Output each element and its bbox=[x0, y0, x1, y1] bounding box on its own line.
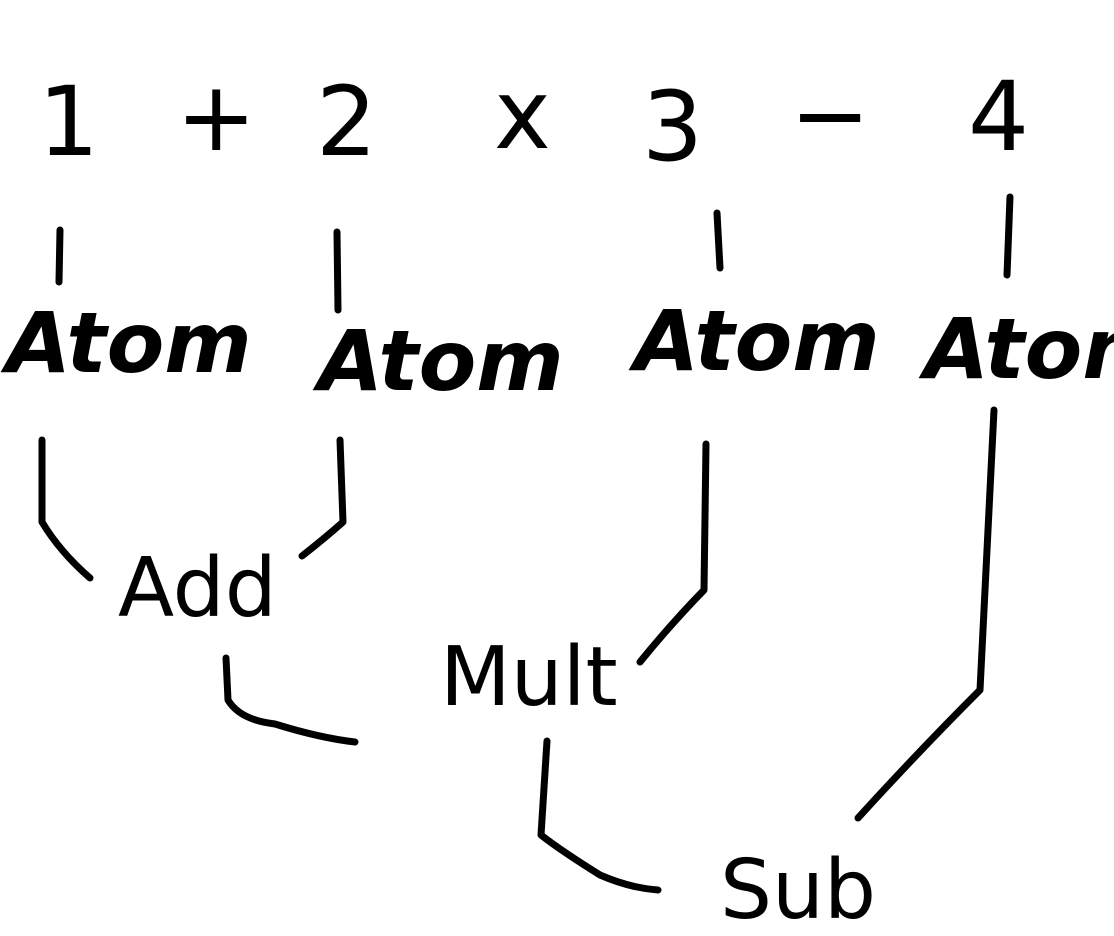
edge-add-mult bbox=[226, 658, 355, 742]
sub-node: Sub bbox=[720, 843, 876, 936]
edge-atom3-mult bbox=[640, 444, 706, 662]
token-minus: − bbox=[790, 59, 870, 171]
token-plus: + bbox=[176, 61, 256, 173]
edge-mult-sub bbox=[541, 741, 658, 890]
atom-node-3: Atom bbox=[628, 292, 880, 390]
token-3: 3 bbox=[642, 71, 703, 183]
token-4: 4 bbox=[968, 61, 1029, 173]
edge-atom4-sub bbox=[858, 410, 994, 818]
atom-node-4: Atom bbox=[918, 300, 1114, 398]
edge-atom2-add bbox=[302, 440, 343, 556]
edge-token4-atom4 bbox=[1007, 197, 1010, 275]
edge-atom1-add bbox=[42, 440, 90, 578]
edge-token1-atom1 bbox=[59, 230, 60, 282]
token-2: 2 bbox=[316, 66, 377, 178]
edge-token3-atom3 bbox=[717, 213, 720, 268]
atom-node-2: Atom bbox=[312, 312, 564, 410]
token-1: 1 bbox=[38, 66, 99, 178]
mult-node: Mult bbox=[440, 630, 618, 725]
add-node: Add bbox=[118, 541, 277, 636]
edge-token2-atom2 bbox=[337, 232, 338, 310]
atom-node-1: Atom bbox=[0, 294, 252, 392]
token-times: x bbox=[494, 59, 551, 171]
